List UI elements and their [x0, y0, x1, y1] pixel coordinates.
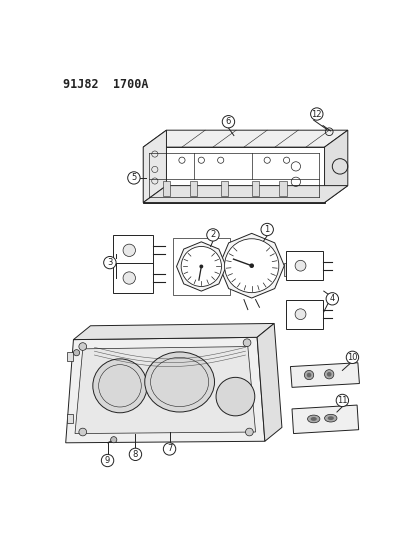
- Circle shape: [129, 448, 141, 461]
- Circle shape: [326, 372, 331, 377]
- Circle shape: [260, 223, 273, 236]
- Polygon shape: [113, 235, 153, 265]
- Circle shape: [324, 370, 333, 379]
- Ellipse shape: [93, 359, 147, 413]
- Polygon shape: [143, 130, 347, 147]
- Polygon shape: [67, 414, 73, 423]
- Ellipse shape: [327, 416, 333, 420]
- Circle shape: [306, 373, 311, 377]
- Polygon shape: [73, 324, 273, 340]
- Circle shape: [79, 428, 86, 436]
- Circle shape: [345, 351, 358, 364]
- Polygon shape: [113, 263, 153, 294]
- Ellipse shape: [307, 415, 319, 423]
- Polygon shape: [220, 181, 228, 196]
- Polygon shape: [256, 324, 281, 441]
- Circle shape: [103, 256, 116, 269]
- Text: 10: 10: [347, 353, 357, 362]
- Text: 3: 3: [107, 258, 112, 267]
- Ellipse shape: [145, 352, 214, 412]
- Circle shape: [245, 428, 253, 436]
- Polygon shape: [285, 251, 322, 280]
- Circle shape: [123, 272, 135, 284]
- Polygon shape: [143, 147, 324, 203]
- Polygon shape: [211, 263, 218, 276]
- Polygon shape: [75, 346, 255, 433]
- Polygon shape: [278, 181, 286, 196]
- Polygon shape: [176, 242, 225, 291]
- Text: 6: 6: [225, 117, 230, 126]
- Ellipse shape: [324, 414, 336, 422]
- Polygon shape: [284, 263, 291, 276]
- Polygon shape: [67, 352, 73, 361]
- Circle shape: [127, 172, 140, 184]
- Polygon shape: [218, 233, 284, 298]
- Polygon shape: [291, 405, 358, 433]
- Circle shape: [224, 239, 278, 293]
- Text: 8: 8: [133, 450, 138, 459]
- Circle shape: [222, 116, 234, 128]
- Text: 5: 5: [131, 173, 136, 182]
- Circle shape: [101, 454, 114, 467]
- Circle shape: [79, 343, 86, 350]
- Polygon shape: [251, 181, 259, 196]
- Polygon shape: [162, 181, 170, 196]
- Text: 12: 12: [311, 109, 321, 118]
- Circle shape: [304, 370, 313, 379]
- Text: 91J82  1700A: 91J82 1700A: [62, 78, 148, 91]
- Circle shape: [294, 260, 305, 271]
- Circle shape: [242, 339, 250, 346]
- Text: 7: 7: [166, 445, 172, 454]
- Polygon shape: [66, 337, 264, 443]
- Circle shape: [335, 394, 348, 407]
- Text: 4: 4: [329, 294, 334, 303]
- Ellipse shape: [310, 417, 316, 421]
- Circle shape: [325, 293, 338, 305]
- Circle shape: [199, 264, 203, 269]
- Polygon shape: [285, 300, 322, 329]
- Text: 1: 1: [264, 225, 269, 234]
- Polygon shape: [189, 181, 197, 196]
- Polygon shape: [290, 363, 358, 387]
- Circle shape: [294, 309, 305, 320]
- Ellipse shape: [216, 377, 254, 416]
- Circle shape: [110, 437, 116, 443]
- Text: 11: 11: [336, 396, 347, 405]
- Circle shape: [206, 229, 218, 241]
- Circle shape: [181, 246, 221, 287]
- Text: 9: 9: [104, 456, 110, 465]
- Circle shape: [73, 350, 79, 356]
- Polygon shape: [324, 130, 347, 203]
- Polygon shape: [143, 130, 166, 203]
- Circle shape: [123, 244, 135, 256]
- Circle shape: [310, 108, 322, 120]
- Circle shape: [163, 443, 176, 455]
- Circle shape: [249, 263, 254, 268]
- Text: 2: 2: [210, 230, 215, 239]
- Polygon shape: [143, 185, 347, 203]
